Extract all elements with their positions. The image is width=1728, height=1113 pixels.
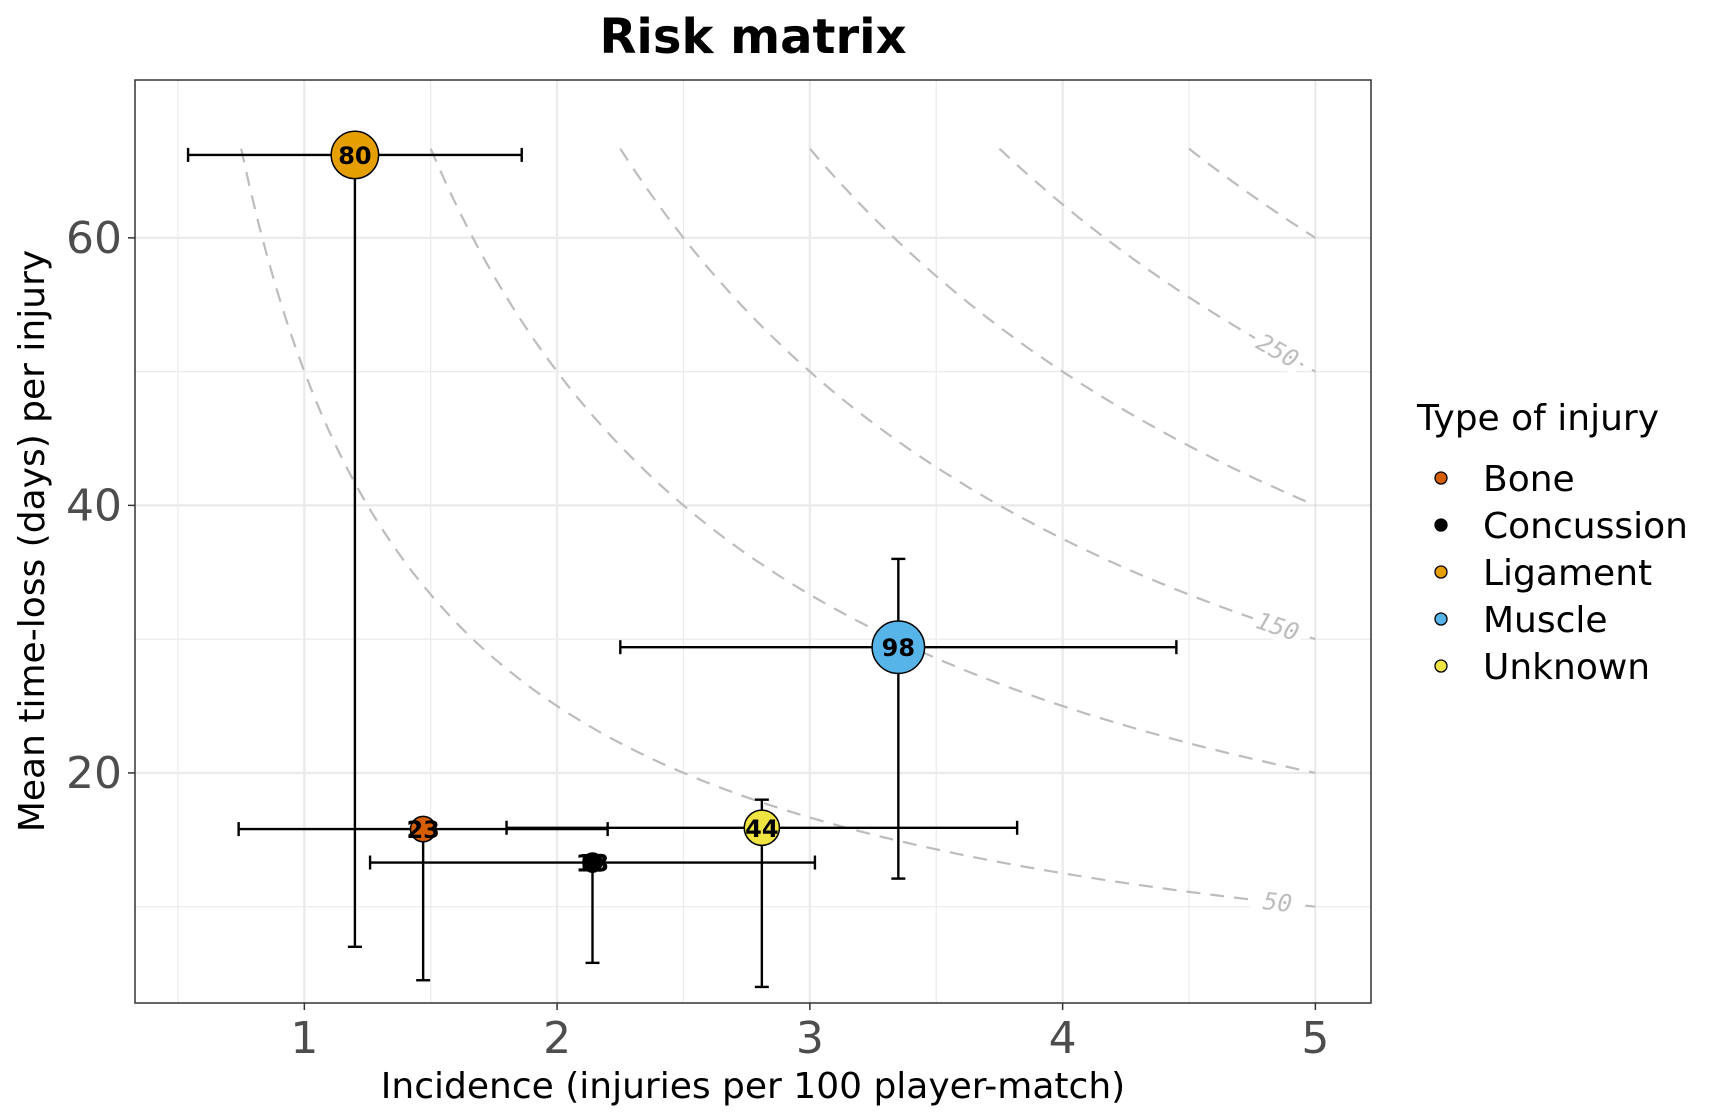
legend-key (1434, 612, 1448, 626)
contour-label-bg (1248, 326, 1307, 376)
contour-line (809, 147, 1316, 507)
point-ligament: 80 (330, 130, 380, 180)
point-bone: 23 (406, 815, 440, 844)
x-axis: 1 2 3 4 5 (290, 1003, 1329, 1064)
point-marker (743, 809, 781, 847)
legend-item-muscle: Muscle (1434, 600, 1608, 641)
point-muscle: 98 (871, 620, 926, 675)
major-gridlines (135, 80, 1371, 1003)
point-label: 98 (882, 634, 915, 662)
contour-label-bg (1250, 886, 1305, 919)
contour-line (998, 147, 1316, 373)
y-tick-label: 40 (66, 480, 122, 531)
y-axis: 20 40 60 (66, 213, 135, 799)
contour-line (1188, 147, 1316, 239)
y-tick-label: 20 (66, 748, 122, 799)
x-tick-label: 5 (1301, 1013, 1329, 1064)
y-axis-title: Mean time-loss (days) per injury (12, 250, 53, 832)
point-label: 23 (406, 816, 439, 844)
legend-key (1434, 565, 1448, 579)
minor-gridlines (135, 80, 1371, 1003)
legend: Type of injury Bone Concussion Ligament Mus… (1416, 398, 1688, 688)
point-concussion: 13 (576, 850, 609, 878)
contour-label: 50 (1262, 887, 1294, 918)
legend-item-bone: Bone (1434, 459, 1575, 500)
panel-border (134, 79, 1372, 1004)
x-axis-title: Incidence (injuries per 100 player-match… (381, 1066, 1125, 1107)
legend-label: Bone (1483, 459, 1575, 500)
contour-line (429, 148, 1316, 774)
legend-label: Ligament (1483, 553, 1652, 594)
legend-key (1434, 471, 1448, 485)
legend-title: Type of injury (1416, 398, 1659, 439)
chart-title: Risk matrix (599, 9, 906, 65)
x-tick-label: 1 (290, 1013, 318, 1064)
contour-label-bg (1248, 606, 1307, 648)
legend-item-ligament: Ligament (1434, 553, 1652, 594)
legend-items: Bone Concussion Ligament Muscle Unknown (1434, 459, 1688, 688)
point-marker (582, 852, 603, 873)
point-label: 44 (745, 815, 778, 843)
legend-label: Muscle (1483, 600, 1608, 641)
x-tick-label: 4 (1049, 1013, 1077, 1064)
legend-label: Unknown (1483, 647, 1650, 688)
x-tick-label: 3 (796, 1013, 824, 1064)
legend-key (1434, 659, 1448, 673)
point-label: 80 (338, 142, 371, 170)
y-tick-label: 60 (66, 213, 122, 264)
point-marker (871, 620, 926, 675)
panel-background (135, 80, 1371, 1003)
legend-item-unknown: Unknown (1434, 647, 1650, 688)
point-marker (409, 815, 437, 843)
legend-item-concussion: Concussion (1434, 506, 1688, 547)
point-unknown: 44 (743, 809, 781, 847)
x-tick-label: 2 (543, 1013, 571, 1064)
point-label: 13 (576, 850, 609, 878)
point-marker (330, 130, 380, 180)
contour-line (619, 148, 1316, 641)
legend-key (1434, 518, 1448, 532)
legend-label: Concussion (1483, 506, 1688, 547)
data-points: 98 80 44 23 13 (330, 130, 926, 878)
